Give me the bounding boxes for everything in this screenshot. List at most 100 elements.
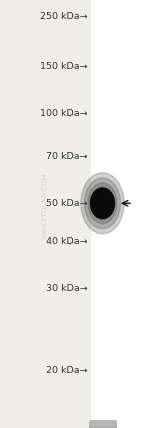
Bar bbox=[90, 423, 115, 427]
Bar bbox=[90, 423, 115, 427]
Bar bbox=[90, 423, 115, 427]
Bar bbox=[90, 422, 115, 426]
Bar bbox=[90, 424, 115, 428]
Bar bbox=[90, 423, 115, 427]
Bar bbox=[90, 424, 115, 428]
Bar bbox=[90, 422, 115, 425]
Bar bbox=[90, 422, 115, 425]
Bar bbox=[90, 422, 115, 426]
Text: 150 kDa→: 150 kDa→ bbox=[40, 62, 88, 71]
Bar bbox=[90, 422, 115, 426]
Bar bbox=[90, 422, 115, 425]
Bar bbox=[90, 422, 115, 426]
Bar bbox=[90, 422, 115, 425]
Bar bbox=[90, 422, 115, 425]
Text: 250 kDa→: 250 kDa→ bbox=[40, 12, 88, 21]
Bar bbox=[90, 421, 115, 425]
Bar bbox=[90, 422, 115, 425]
Bar bbox=[90, 423, 115, 427]
Bar bbox=[90, 424, 115, 427]
Bar bbox=[90, 422, 115, 425]
Bar bbox=[90, 424, 115, 428]
Bar bbox=[90, 424, 115, 428]
Bar bbox=[90, 422, 115, 425]
Bar bbox=[90, 423, 115, 427]
Bar bbox=[90, 423, 115, 427]
Bar bbox=[90, 424, 115, 427]
Bar bbox=[90, 421, 115, 425]
Text: 40 kDa→: 40 kDa→ bbox=[46, 237, 88, 247]
Bar bbox=[90, 424, 115, 428]
Bar bbox=[90, 421, 115, 425]
Bar bbox=[90, 422, 115, 426]
Text: 100 kDa→: 100 kDa→ bbox=[40, 109, 88, 118]
Bar bbox=[90, 423, 115, 427]
Bar bbox=[90, 423, 115, 427]
Bar bbox=[90, 422, 115, 426]
Bar bbox=[90, 422, 115, 426]
Bar bbox=[90, 423, 115, 426]
Bar bbox=[90, 422, 115, 426]
Ellipse shape bbox=[81, 173, 124, 234]
Bar bbox=[90, 421, 115, 425]
Bar bbox=[90, 422, 115, 426]
Bar bbox=[90, 422, 115, 425]
Bar bbox=[90, 424, 115, 427]
Bar bbox=[90, 424, 115, 428]
Bar bbox=[90, 424, 115, 428]
Bar bbox=[90, 423, 115, 426]
Bar bbox=[90, 423, 115, 427]
Bar bbox=[90, 422, 115, 425]
Bar bbox=[90, 422, 115, 425]
Text: 30 kDa→: 30 kDa→ bbox=[46, 284, 88, 294]
Bar bbox=[90, 422, 115, 425]
Bar bbox=[90, 424, 115, 428]
Bar bbox=[90, 422, 115, 425]
Bar bbox=[90, 424, 115, 428]
Bar bbox=[90, 422, 115, 425]
Text: 70 kDa→: 70 kDa→ bbox=[46, 152, 88, 161]
Bar bbox=[90, 422, 115, 425]
Bar bbox=[90, 423, 115, 426]
Bar bbox=[90, 421, 115, 425]
Bar bbox=[90, 421, 115, 425]
Bar bbox=[90, 424, 115, 428]
Bar bbox=[90, 425, 115, 428]
Bar bbox=[90, 424, 115, 427]
Bar bbox=[90, 421, 115, 425]
Bar bbox=[90, 422, 115, 426]
Bar bbox=[90, 423, 115, 427]
Bar bbox=[90, 422, 115, 425]
Bar bbox=[90, 422, 115, 426]
Bar bbox=[90, 421, 115, 425]
Bar bbox=[90, 423, 115, 427]
Bar bbox=[90, 423, 115, 427]
Bar bbox=[90, 424, 115, 427]
Text: 50 kDa→: 50 kDa→ bbox=[46, 199, 88, 208]
Bar bbox=[90, 422, 115, 425]
Bar bbox=[90, 422, 115, 426]
Text: www.PTGLAB.COM: www.PTGLAB.COM bbox=[42, 172, 48, 239]
Ellipse shape bbox=[90, 188, 114, 219]
Ellipse shape bbox=[88, 183, 117, 224]
Bar bbox=[90, 422, 115, 426]
Bar bbox=[90, 421, 115, 425]
Bar bbox=[90, 423, 115, 427]
Bar bbox=[90, 424, 115, 427]
Bar bbox=[90, 425, 115, 428]
Bar bbox=[90, 422, 115, 425]
Bar bbox=[90, 424, 115, 428]
Ellipse shape bbox=[84, 178, 120, 229]
Bar bbox=[90, 422, 115, 426]
Bar bbox=[90, 423, 115, 426]
Bar bbox=[90, 424, 115, 427]
Bar bbox=[90, 425, 115, 428]
Bar bbox=[90, 422, 115, 425]
Bar bbox=[90, 423, 115, 427]
Bar bbox=[90, 421, 115, 425]
Bar bbox=[90, 424, 115, 428]
Bar bbox=[90, 423, 115, 426]
Bar bbox=[90, 424, 115, 427]
Bar bbox=[90, 422, 115, 425]
Bar bbox=[90, 422, 115, 425]
